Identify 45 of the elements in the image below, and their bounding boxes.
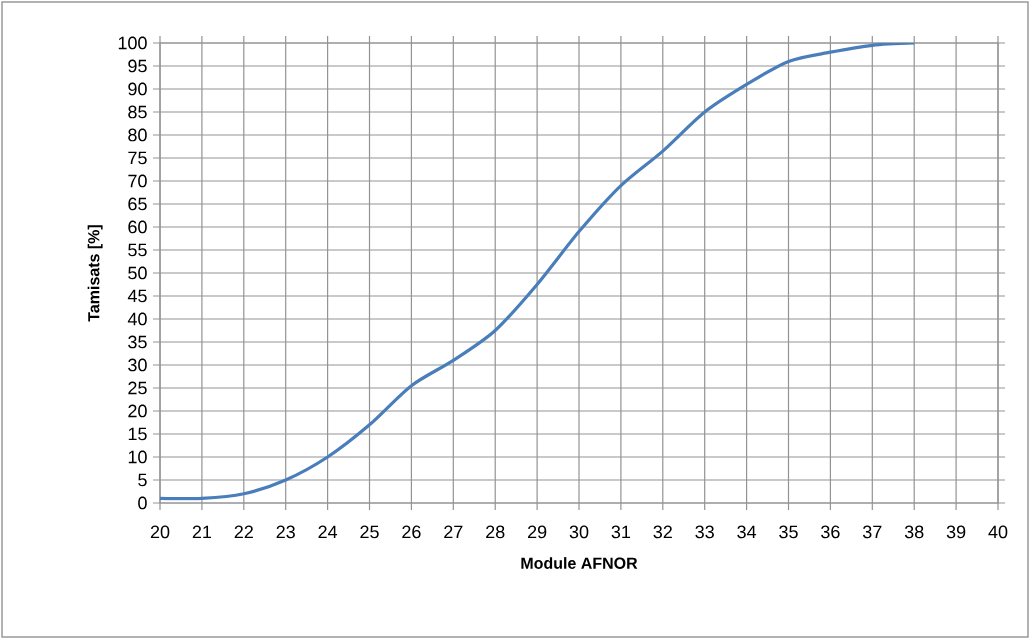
y-tick-label: 60 (128, 220, 147, 234)
y-tick-label: 85 (128, 105, 147, 119)
x-tick-label: 37 (862, 525, 882, 539)
y-tick-label: 65 (128, 197, 147, 211)
y-tick-label: 20 (128, 404, 147, 418)
x-tick-label: 36 (821, 525, 840, 539)
y-tick-label: 5 (138, 473, 147, 487)
y-tick-label: 70 (128, 174, 147, 188)
x-tick-label: 31 (611, 525, 631, 539)
x-tick-label: 35 (779, 525, 798, 539)
y-tick-label: 10 (128, 450, 147, 464)
x-tick-label: 26 (402, 525, 421, 539)
y-tick-label: 35 (128, 335, 147, 349)
x-tick-label: 20 (150, 525, 170, 539)
x-tick-label: 33 (695, 525, 714, 539)
y-tick-label: 100 (118, 36, 147, 50)
y-tick-label: 50 (128, 266, 147, 280)
x-tick-label: 38 (904, 525, 924, 539)
x-tick-label: 24 (318, 525, 338, 539)
x-tick-label: 27 (444, 525, 463, 539)
y-tick-label: 30 (128, 358, 147, 372)
x-tick-label: 40 (988, 525, 1008, 539)
x-tick-label: 28 (486, 525, 505, 539)
y-tick-label: 80 (128, 128, 147, 142)
x-tick-label: 39 (946, 525, 966, 539)
y-tick-label: 55 (128, 243, 147, 257)
y-tick-label: 25 (128, 381, 147, 395)
x-tick-label: 25 (360, 525, 379, 539)
y-tick-label: 40 (127, 312, 147, 326)
y-axis-title: Tamisats [%] (87, 225, 103, 322)
y-tick-label: 95 (128, 59, 147, 73)
y-tick-label: 0 (138, 496, 147, 510)
y-tick-label: 90 (128, 82, 147, 96)
x-tick-label: 34 (737, 525, 757, 539)
x-tick-label: 21 (192, 525, 212, 539)
x-axis-title: Module AFNOR (521, 557, 638, 569)
x-tick-label: 23 (276, 525, 295, 539)
line-series (160, 42, 916, 501)
x-tick-label: 30 (569, 525, 589, 539)
x-tick-label: 32 (653, 525, 672, 539)
y-tick-label: 45 (127, 289, 147, 303)
x-tick-label: 29 (528, 525, 547, 539)
y-tick-label: 15 (128, 427, 147, 441)
y-tick-label: 75 (128, 151, 147, 165)
x-tick-label: 22 (234, 525, 253, 539)
